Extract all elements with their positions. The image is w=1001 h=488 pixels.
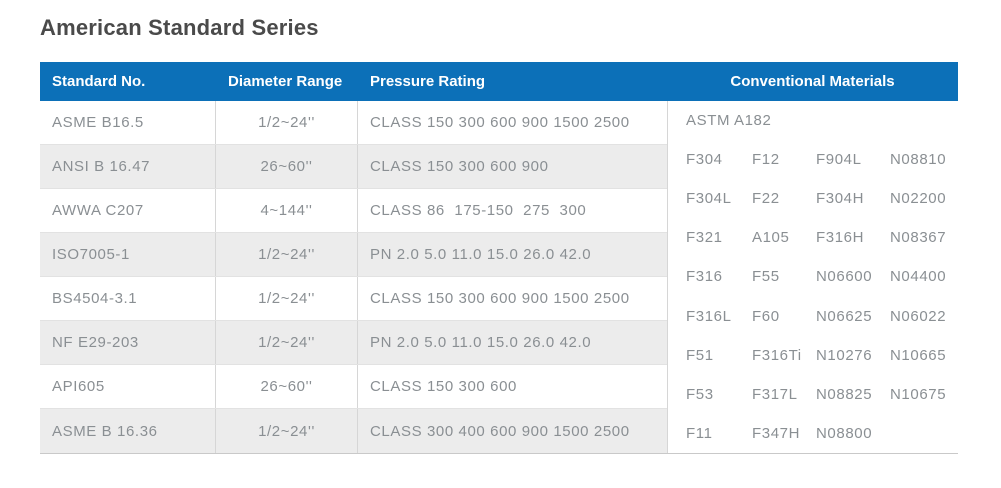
material-code: F51: [686, 346, 714, 364]
cell-standard-no: ISO7005-1: [40, 233, 216, 276]
material-code: N08367: [890, 229, 947, 247]
table-row: AWWA C207 4~144'' CLASS 86 175-150 275 3…: [40, 189, 667, 233]
table-header-row: Standard No. Diameter Range Pressure Rat…: [40, 62, 958, 101]
material-code: F347H: [752, 424, 801, 442]
cell-standard-no: ANSI B 16.47: [40, 145, 216, 188]
materials-row: F51 F316Ti N10276 N10665: [686, 336, 958, 375]
materials-spec-heading: ASTM A182: [686, 112, 772, 130]
table-row: BS4504-3.1 1/2~24'' CLASS 150 300 600 90…: [40, 277, 667, 321]
material-code: A105: [752, 229, 790, 247]
material-code: N10665: [890, 346, 947, 364]
material-code: F316Ti: [752, 346, 802, 364]
cell-diameter-range: 1/2~24'': [216, 321, 358, 364]
materials-row: F11 F347H N08800: [686, 414, 958, 453]
cell-pressure-rating: CLASS 86 175-150 275 300: [370, 202, 587, 219]
material-code: F55: [752, 268, 780, 286]
cell-pressure-rating: CLASS 150 300 600 900 1500 2500: [370, 290, 630, 307]
materials-row: F316L F60 N06625 N06022: [686, 297, 958, 336]
cell-pressure-rating: CLASS 150 300 600 900 1500 2500: [370, 114, 630, 131]
cell-pressure-rating: PN 2.0 5.0 11.0 15.0 26.0 42.0: [370, 246, 592, 263]
column-header-diameter-range: Diameter Range: [228, 73, 343, 90]
column-header-pressure-rating: Pressure Rating: [370, 73, 486, 90]
material-code: N04400: [890, 268, 947, 286]
cell-diameter-range: 26~60'': [216, 145, 358, 188]
cell-pressure-rating: PN 2.0 5.0 11.0 15.0 26.0 42.0: [370, 334, 592, 351]
cell-standard-no: ASME B 16.36: [40, 409, 216, 453]
cell-standard-no: AWWA C207: [40, 189, 216, 232]
material-code: F22: [752, 190, 780, 208]
materials-row: F321 A105 F316H N08367: [686, 218, 958, 257]
material-code: F304L: [686, 190, 732, 208]
material-code: F304: [686, 151, 723, 169]
material-code: N10276: [816, 346, 873, 364]
materials-row: F304 F12 F904L N08810: [686, 140, 958, 179]
material-code: N06625: [816, 307, 873, 325]
material-code: F316L: [686, 307, 732, 325]
cell-pressure-rating: CLASS 150 300 600 900: [370, 158, 549, 175]
cell-diameter-range: 1/2~24'': [216, 277, 358, 320]
table-row: ASME B16.5 1/2~24'' CLASS 150 300 600 90…: [40, 101, 667, 145]
material-code: F904L: [816, 151, 862, 169]
conventional-materials-panel: ASTM A182 F304 F12 F904L N08810 F304L F2…: [667, 101, 958, 453]
column-header-standard-no: Standard No.: [52, 73, 146, 90]
cell-diameter-range: 1/2~24'': [216, 233, 358, 276]
materials-row: F304L F22 F304H N02200: [686, 179, 958, 218]
material-code: N08810: [890, 151, 947, 169]
standards-table: Standard No. Diameter Range Pressure Rat…: [40, 62, 958, 454]
material-code: F12: [752, 151, 780, 169]
table-row: ASME B 16.36 1/2~24'' CLASS 300 400 600 …: [40, 409, 667, 453]
material-code: N02200: [890, 190, 947, 208]
material-code: F316: [686, 268, 723, 286]
cell-diameter-range: 26~60'': [216, 365, 358, 408]
cell-standard-no: BS4504-3.1: [40, 277, 216, 320]
cell-pressure-rating: CLASS 300 400 600 900 1500 2500: [370, 422, 630, 440]
standards-rows: ASME B16.5 1/2~24'' CLASS 150 300 600 90…: [40, 101, 667, 453]
material-code: F317L: [752, 385, 798, 403]
page-title: American Standard Series: [40, 15, 319, 40]
materials-row: F316 F55 N06600 N04400: [686, 257, 958, 296]
material-code: F316H: [816, 229, 865, 247]
material-code: F304H: [816, 190, 865, 208]
column-header-conventional-materials: Conventional Materials: [730, 73, 895, 90]
table-row: API605 26~60'' CLASS 150 300 600: [40, 365, 667, 409]
table-body: ASME B16.5 1/2~24'' CLASS 150 300 600 90…: [40, 101, 958, 453]
cell-standard-no: ASME B16.5: [40, 101, 216, 144]
material-code: F53: [686, 385, 714, 403]
cell-diameter-range: 4~144'': [216, 189, 358, 232]
cell-diameter-range: 1/2~24'': [216, 409, 358, 453]
material-code: N10675: [890, 385, 947, 403]
material-code: F60: [752, 307, 780, 325]
table-row: ISO7005-1 1/2~24'' PN 2.0 5.0 11.0 15.0 …: [40, 233, 667, 277]
material-code: N06022: [890, 307, 947, 325]
cell-standard-no: NF E29-203: [40, 321, 216, 364]
cell-pressure-rating: CLASS 150 300 600: [370, 378, 517, 395]
cell-diameter-range: 1/2~24'': [216, 101, 358, 144]
material-code: F11: [686, 424, 713, 442]
material-code: N08800: [816, 424, 873, 442]
material-code: F321: [686, 229, 723, 247]
table-row: ANSI B 16.47 26~60'' CLASS 150 300 600 9…: [40, 145, 667, 189]
material-code: N08825: [816, 385, 873, 403]
materials-row: F53 F317L N08825 N10675: [686, 375, 958, 414]
cell-standard-no: API605: [40, 365, 216, 408]
table-row: NF E29-203 1/2~24'' PN 2.0 5.0 11.0 15.0…: [40, 321, 667, 365]
material-code: N06600: [816, 268, 873, 286]
